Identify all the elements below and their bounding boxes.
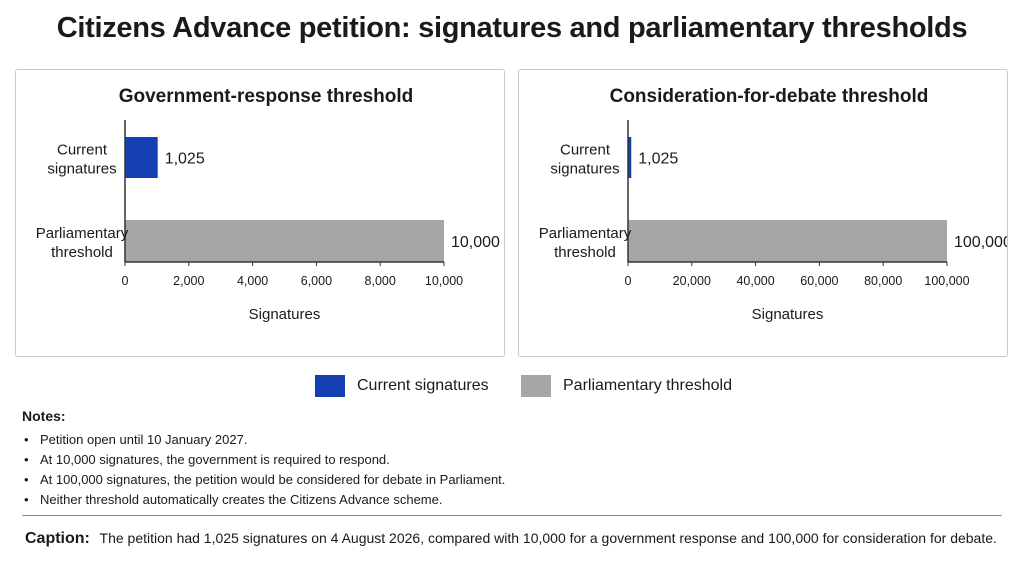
data-label: 1,025 [638, 151, 678, 168]
category-label-line: signatures [550, 161, 619, 178]
category-label-line: signatures [47, 161, 116, 178]
bar-threshold [628, 220, 947, 262]
category-label-line: Parliamentary [36, 225, 129, 242]
chart-consideration-for-debate: Consideration-for-debate threshold Curren… [539, 86, 1007, 323]
category-label-line: threshold [51, 244, 113, 261]
category-label: Parliamentary threshold [36, 225, 129, 261]
x-tick-label: 8,000 [365, 274, 396, 288]
note-item: Neither threshold automatically creates … [22, 490, 1002, 510]
x-axis-label: Signatures [752, 306, 824, 323]
category-label-line: Parliamentary [539, 225, 632, 242]
legend-item-threshold: Parliamentary threshold [521, 375, 732, 397]
x-tick-label: 6,000 [301, 274, 332, 288]
note-item: Petition open until 10 January 2027. [22, 430, 1002, 450]
caption-label: Caption: [25, 530, 90, 547]
x-tick-label: 2,000 [173, 274, 204, 288]
note-item: At 10,000 signatures, the government is … [22, 450, 1002, 470]
chart-legend: Current signatures Parliamentary thresho… [0, 375, 1024, 399]
chart-panel-debate: Consideration-for-debate threshold Curren… [518, 69, 1008, 357]
x-tick-label: 0 [625, 274, 632, 288]
category-label-line: threshold [554, 244, 616, 261]
x-tick-label: 40,000 [736, 274, 774, 288]
bar-threshold [125, 220, 444, 262]
x-tick-label: 60,000 [800, 274, 838, 288]
bar-current [628, 137, 632, 178]
x-tick-label: 4,000 [237, 274, 268, 288]
chart-government-response: Government-response threshold Current sign… [36, 86, 500, 323]
x-tick-label: 100,000 [924, 274, 969, 288]
notes-section: Notes: Petition open until 10 January 20… [22, 408, 1002, 510]
caption-text: The petition had 1,025 signatures on 4 A… [99, 530, 997, 546]
chart-title: Government-response threshold [119, 86, 414, 107]
x-tick-label: 80,000 [864, 274, 902, 288]
data-label: 1,025 [165, 151, 205, 168]
bar-current [125, 137, 158, 178]
chart-title: Consideration-for-debate threshold [610, 86, 929, 107]
category-label: Current signatures [550, 142, 619, 178]
category-label-line: Current [560, 142, 611, 159]
x-axis-label: Signatures [249, 306, 321, 323]
notes-title: Notes: [22, 408, 66, 424]
page-title: Citizens Advance petition: signatures an… [56, 12, 968, 44]
legend-swatch-threshold [521, 375, 551, 397]
x-tick-label: 0 [122, 274, 129, 288]
category-label-line: Current [57, 142, 108, 159]
notes-list: Petition open until 10 January 2027. At … [22, 430, 1002, 510]
data-label: 10,000 [451, 234, 500, 251]
note-item: At 100,000 signatures, the petition woul… [22, 470, 1002, 490]
x-tick-label: 20,000 [673, 274, 711, 288]
legend-swatch-current [315, 375, 345, 397]
caption-divider [22, 515, 1002, 516]
category-label: Parliamentary threshold [539, 225, 632, 261]
chart-panel-government-response: Government-response threshold Current sign… [15, 69, 505, 357]
data-label: 100,000 [954, 234, 1007, 251]
category-label: Current signatures [47, 142, 116, 178]
x-tick-label: 10,000 [425, 274, 463, 288]
legend-item-current: Current signatures [315, 375, 489, 397]
legend-label-threshold: Parliamentary threshold [563, 377, 732, 394]
caption: Caption: The petition had 1,025 signatur… [25, 530, 1015, 548]
legend-label-current: Current signatures [357, 377, 489, 394]
